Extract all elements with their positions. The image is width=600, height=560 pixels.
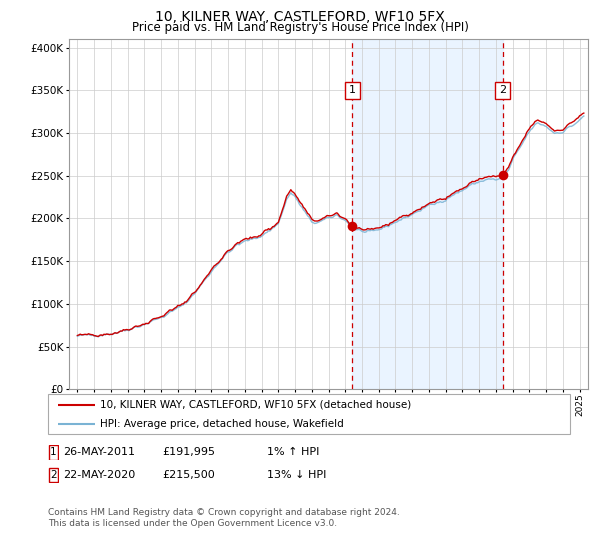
Bar: [352, 39, 503, 389]
Text: 10, KILNER WAY, CASTLEFORD, WF10 5FX: 10, KILNER WAY, CASTLEFORD, WF10 5FX: [155, 10, 445, 24]
Text: HPI: Average price, detached house, Wakefield: HPI: Average price, detached house, Wake…: [100, 419, 344, 429]
Text: £215,500: £215,500: [162, 470, 215, 480]
Text: 10, KILNER WAY, CASTLEFORD, WF10 5FX (detached house): 10, KILNER WAY, CASTLEFORD, WF10 5FX (de…: [100, 400, 412, 410]
Text: 1% ↑ HPI: 1% ↑ HPI: [267, 447, 319, 458]
Text: 2: 2: [50, 470, 57, 480]
Text: 2: 2: [499, 86, 506, 95]
Text: Contains HM Land Registry data © Crown copyright and database right 2024.
This d: Contains HM Land Registry data © Crown c…: [48, 508, 400, 528]
FancyBboxPatch shape: [49, 445, 58, 460]
FancyBboxPatch shape: [49, 468, 58, 482]
Text: 22-MAY-2020: 22-MAY-2020: [63, 470, 135, 480]
Text: £191,995: £191,995: [162, 447, 215, 458]
Text: 13% ↓ HPI: 13% ↓ HPI: [267, 470, 326, 480]
Text: 26-MAY-2011: 26-MAY-2011: [63, 447, 135, 458]
Text: 1: 1: [349, 86, 356, 95]
Text: 1: 1: [50, 447, 57, 458]
FancyBboxPatch shape: [48, 394, 570, 434]
Text: Price paid vs. HM Land Registry's House Price Index (HPI): Price paid vs. HM Land Registry's House …: [131, 21, 469, 34]
